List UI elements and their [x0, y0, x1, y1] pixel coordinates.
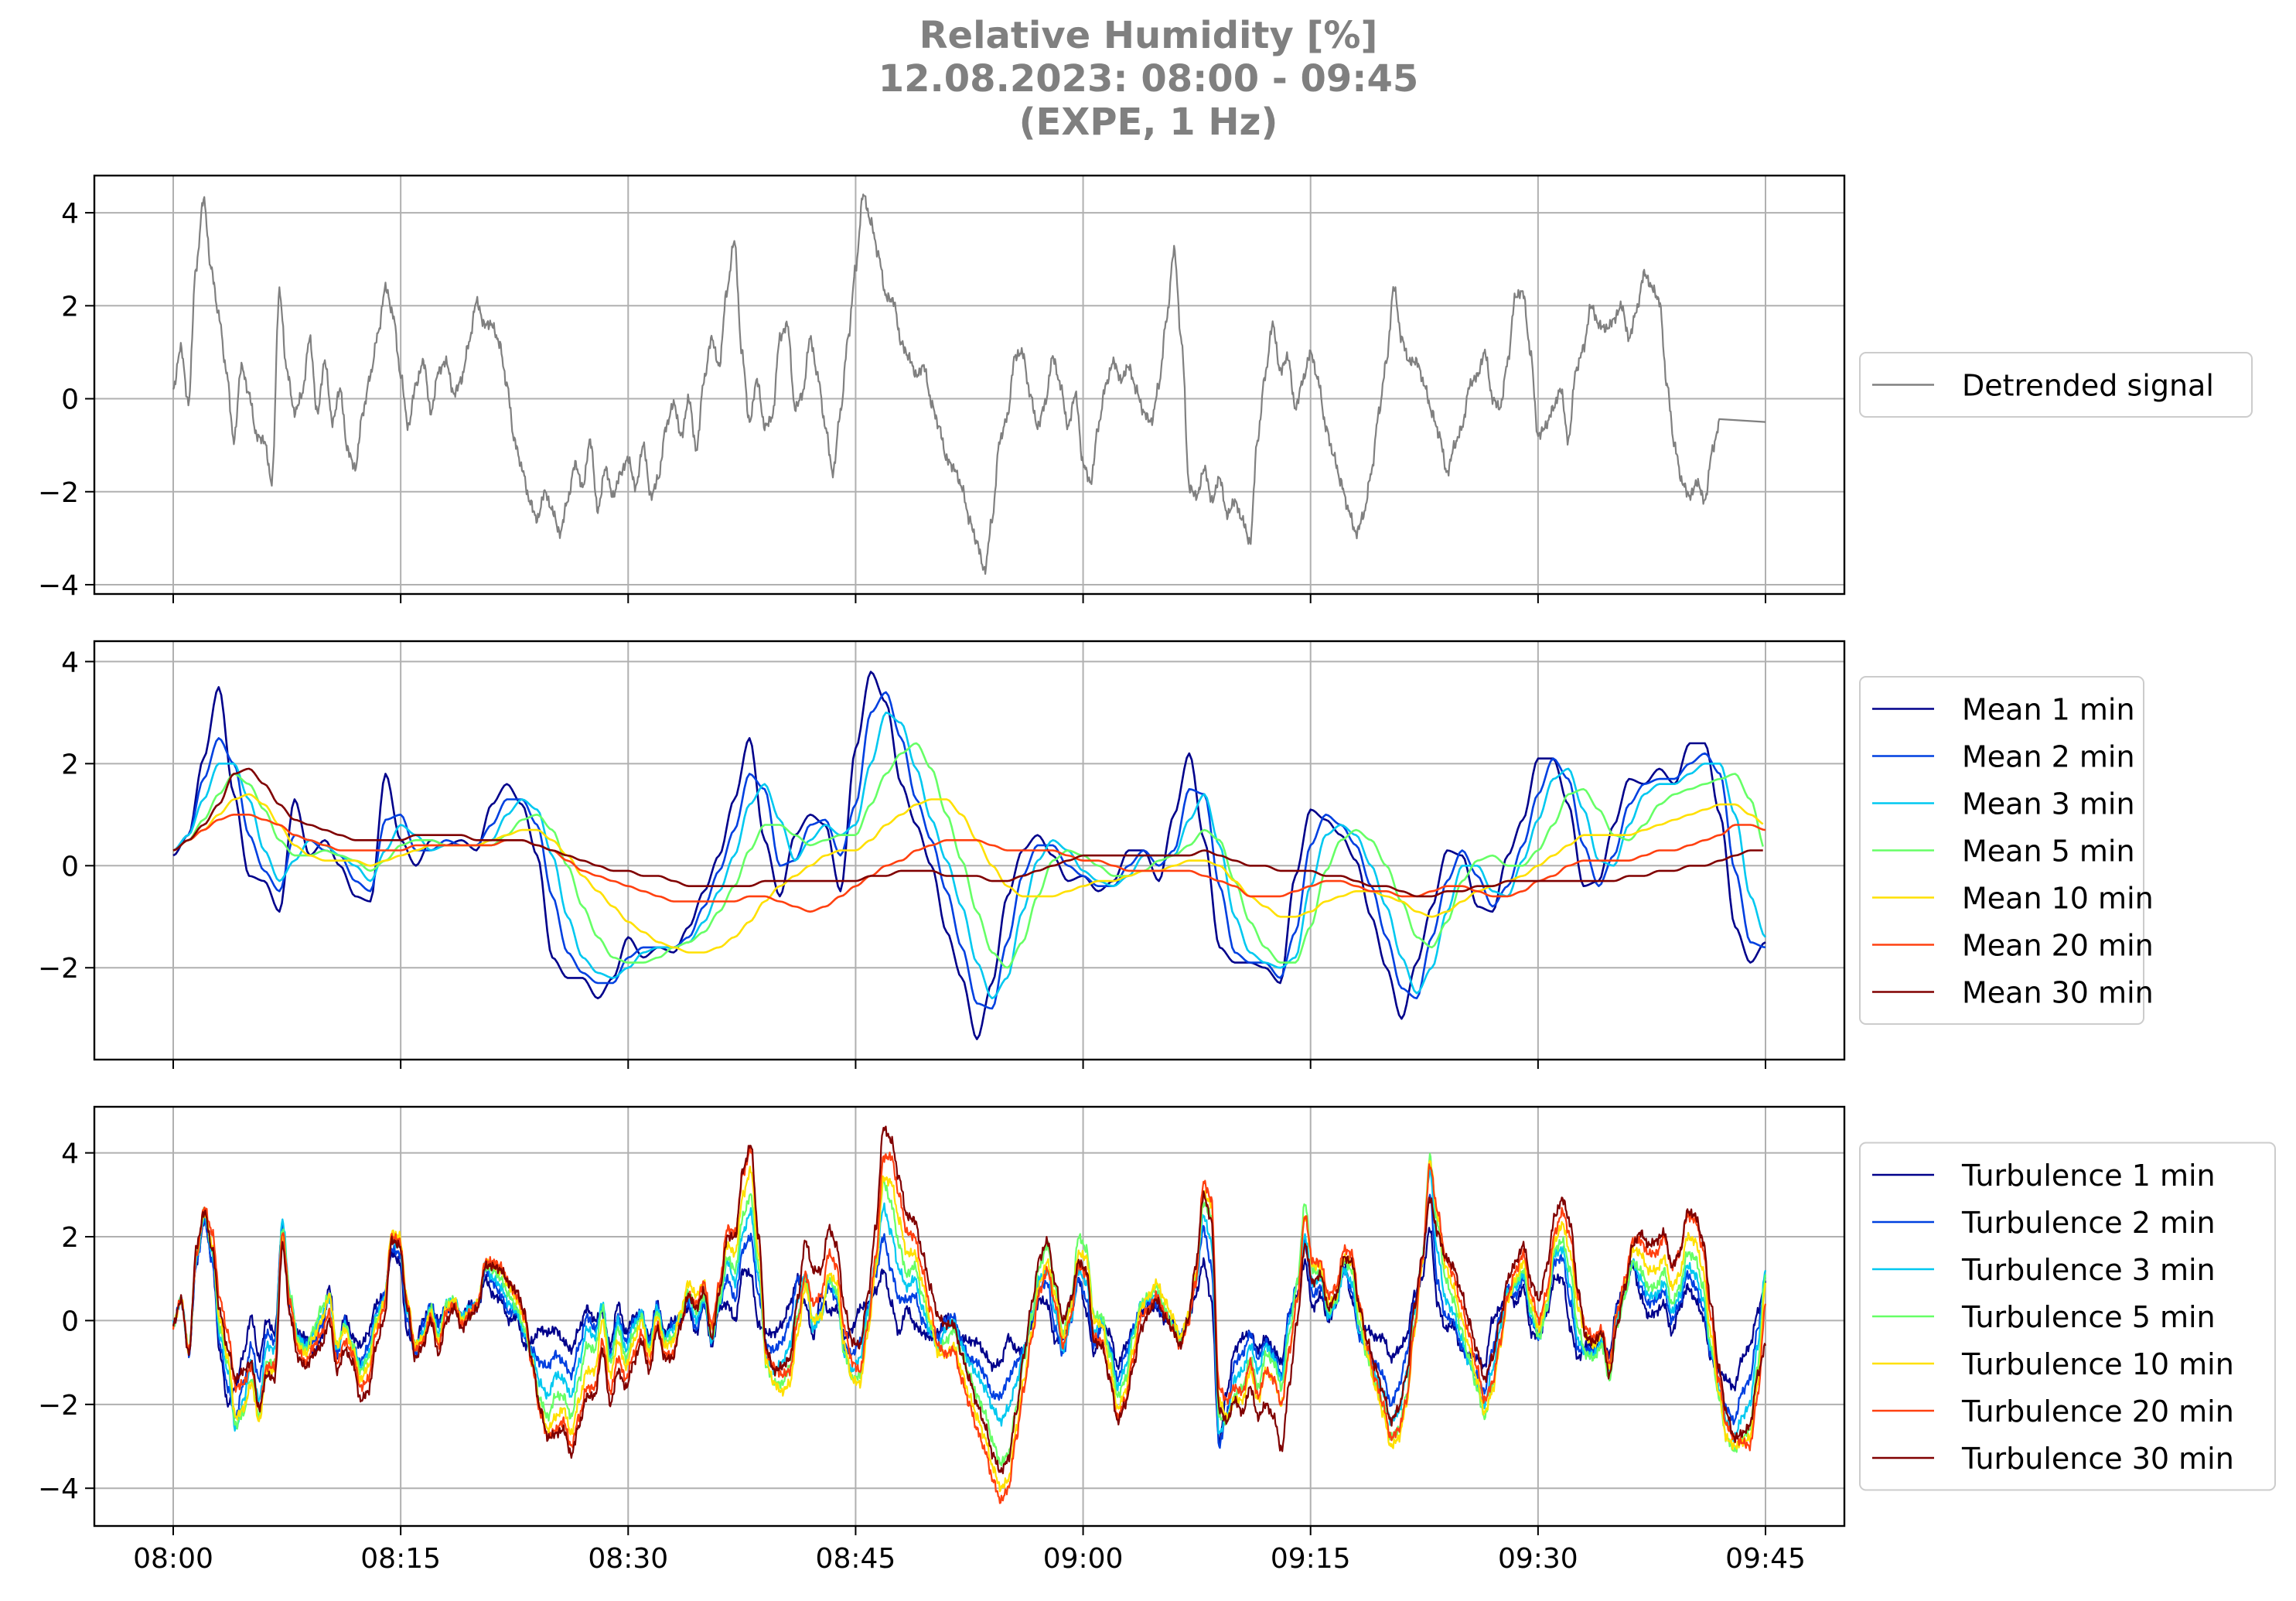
x-tick-label: 09:00: [1043, 1543, 1124, 1575]
legend-label: Mean 1 min: [1962, 693, 2135, 727]
legend-label: Turbulence 2 min: [1961, 1206, 2216, 1240]
plot-frame: [93, 1105, 1846, 1528]
legend-label: Mean 2 min: [1962, 740, 2135, 774]
legend-label: Mean 10 min: [1962, 882, 2154, 916]
series-line-1: [172, 193, 1766, 575]
series-group: [172, 671, 1767, 1040]
subplot-1: 4 2 0 −2 −4 Detrended signal: [38, 174, 2253, 603]
y-tick-label: −4: [38, 1473, 79, 1505]
series-line-7: [172, 1125, 1767, 1475]
legend: Mean 1 min Mean 2 min Mean 3 min Mean 5 min…: [1859, 676, 2154, 1025]
figure-title-line-1: Relative Humidity [%]: [919, 14, 1378, 57]
series-line-6: [172, 814, 1766, 913]
legend-label: Turbulence 5 min: [1961, 1300, 2216, 1334]
x-tick-label: 09:45: [1725, 1543, 1806, 1575]
y-tick-label: 4: [61, 1138, 79, 1170]
legend-label: Turbulence 30 min: [1961, 1442, 2234, 1476]
legend-label: Turbulence 3 min: [1961, 1253, 2216, 1287]
legend-label: Mean 20 min: [1962, 929, 2154, 963]
series-group: [172, 1125, 1767, 1504]
y-tick-label: 2: [61, 291, 79, 323]
x-tick-label: 09:30: [1498, 1543, 1578, 1575]
x-tick-label: 08:30: [588, 1543, 668, 1575]
x-tick-label: 09:15: [1271, 1543, 1351, 1575]
series-line-3: [172, 712, 1767, 1000]
legend-label: Mean 3 min: [1962, 787, 2135, 821]
legend-label: Turbulence 1 min: [1961, 1159, 2216, 1193]
legend-label: Detrended signal: [1962, 369, 2214, 403]
x-tick-label: 08:15: [360, 1543, 441, 1575]
plot-frame: [93, 174, 1846, 596]
y-tick-label: −2: [38, 953, 79, 985]
plot-frame: [93, 640, 1846, 1061]
y-tick-label: 2: [61, 749, 79, 780]
series-line-7: [172, 767, 1763, 898]
legend: Turbulence 1 min Turbulence 2 min Turbulen…: [1859, 1142, 2276, 1491]
legend-label: Turbulence 20 min: [1961, 1394, 2234, 1429]
legend-box: [1859, 352, 2253, 418]
y-tick-label: 4: [61, 647, 79, 678]
series-line-2: [172, 1193, 1766, 1449]
series-line-4: [172, 742, 1764, 969]
legend-box: [1859, 676, 2144, 1025]
x-tick-label: 08:00: [133, 1543, 213, 1575]
subplot-3: 08:00 08:15 08:30 08:45 09:00 09:15 09:30 09:45…: [38, 1105, 2276, 1575]
series-line-5: [172, 1159, 1767, 1493]
y-tick-label: 0: [61, 384, 79, 416]
legend-box: [1859, 1142, 2276, 1491]
y-tick-label: 0: [61, 851, 79, 882]
legend-label: Mean 30 min: [1962, 976, 2154, 1010]
y-tick-label: 2: [61, 1222, 79, 1254]
y-tick-label: −2: [38, 477, 79, 509]
series-line-6: [172, 1145, 1767, 1504]
y-tick-label: −4: [38, 570, 79, 602]
y-tick-label: 4: [61, 198, 79, 230]
legend-label: Mean 5 min: [1962, 835, 2135, 869]
y-tick-label: −2: [38, 1390, 79, 1422]
y-tick-label: 0: [61, 1306, 79, 1337]
figure-title-line-3: (EXPE, 1 Hz): [1019, 101, 1278, 144]
series-group: [172, 193, 1766, 575]
legend: Detrended signal: [1859, 352, 2253, 418]
legend-label: Turbulence 10 min: [1961, 1347, 2234, 1381]
figure-title-line-2: 12.08.2023: 08:00 - 09:45: [878, 57, 1418, 101]
x-tick-label: 08:45: [816, 1543, 896, 1575]
